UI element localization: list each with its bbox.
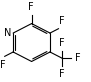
Text: F: F	[59, 16, 65, 26]
Text: F: F	[59, 38, 64, 48]
Text: F: F	[75, 53, 80, 63]
Text: N: N	[4, 28, 11, 38]
Text: F: F	[28, 2, 33, 12]
Text: F: F	[59, 69, 64, 79]
Text: F: F	[0, 60, 6, 70]
